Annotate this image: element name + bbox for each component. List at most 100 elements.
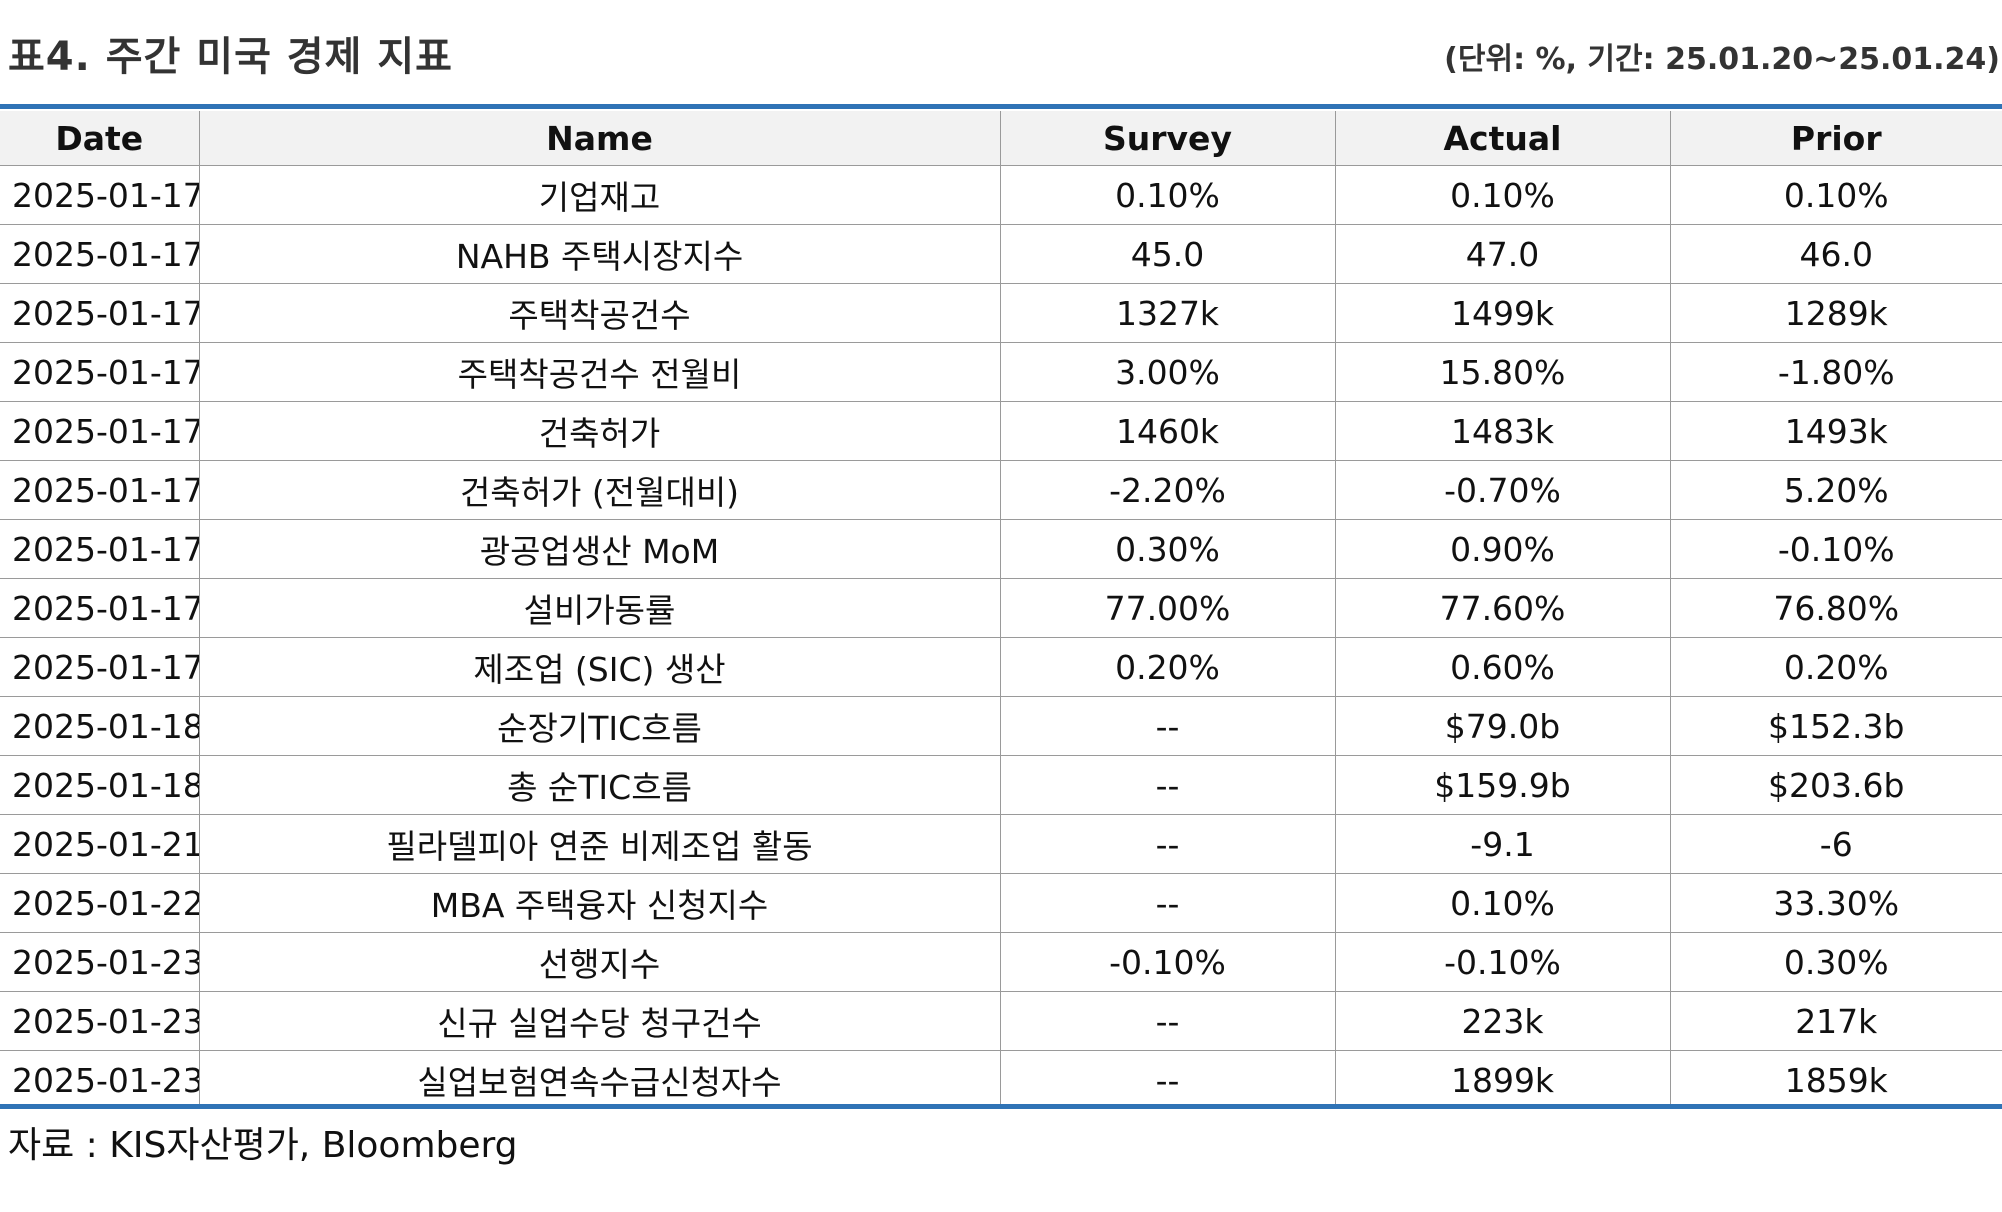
cell-survey: -2.20% [1000,461,1335,520]
cell-date: 2025-01-17 [0,166,199,225]
cell-prior: 0.10% [1670,166,2002,225]
cell-name: MBA 주택융자 신청지수 [199,874,1000,933]
cell-survey: -- [1000,815,1335,874]
table-row: 2025-01-23 선행지수 -0.10% -0.10% 0.30% [0,933,2002,992]
cell-actual: 0.10% [1335,874,1670,933]
cell-survey: 0.20% [1000,638,1335,697]
cell-actual: 1899k [1335,1051,1670,1110]
cell-survey: -0.10% [1000,933,1335,992]
top-rule [0,104,2002,109]
cell-survey: 0.10% [1000,166,1335,225]
cell-survey: -- [1000,1051,1335,1110]
cell-actual: 77.60% [1335,579,1670,638]
cell-actual: 1499k [1335,284,1670,343]
table-row: 2025-01-21 필라델피아 연준 비제조업 활동 -- -9.1 -6 [0,815,2002,874]
cell-actual: 0.90% [1335,520,1670,579]
cell-name: 건축허가 [199,402,1000,461]
cell-actual: -0.70% [1335,461,1670,520]
cell-survey: 1460k [1000,402,1335,461]
table-row: 2025-01-17 광공업생산 MoM 0.30% 0.90% -0.10% [0,520,2002,579]
cell-actual: $79.0b [1335,697,1670,756]
cell-survey: 45.0 [1000,225,1335,284]
cell-actual: -0.10% [1335,933,1670,992]
cell-name: 주택착공건수 전월비 [199,343,1000,402]
table-row: 2025-01-17 설비가동률 77.00% 77.60% 76.80% [0,579,2002,638]
page-title: 표4. 주간 미국 경제 지표 [8,24,453,82]
cell-date: 2025-01-23 [0,992,199,1051]
column-header-actual: Actual [1335,111,1670,166]
cell-survey: 77.00% [1000,579,1335,638]
title-bar: 표4. 주간 미국 경제 지표 (단위: %, 기간: 25.01.20~25.… [0,0,2002,104]
bottom-rule [0,1104,2002,1109]
table-row: 2025-01-23 실업보험연속수급신청자수 -- 1899k 1859k [0,1051,2002,1110]
table-row: 2025-01-18 순장기TIC흐름 -- $79.0b $152.3b [0,697,2002,756]
cell-actual: 0.10% [1335,166,1670,225]
column-header-date: Date [0,111,199,166]
cell-prior: 1493k [1670,402,2002,461]
cell-survey: -- [1000,756,1335,815]
cell-prior: -6 [1670,815,2002,874]
cell-date: 2025-01-23 [0,1051,199,1110]
cell-actual: -9.1 [1335,815,1670,874]
cell-prior: $152.3b [1670,697,2002,756]
cell-name: 기업재고 [199,166,1000,225]
cell-date: 2025-01-17 [0,284,199,343]
table-row: 2025-01-17 주택착공건수 1327k 1499k 1289k [0,284,2002,343]
table-body: 2025-01-17 기업재고 0.10% 0.10% 0.10% 2025-01-17 N… [0,166,2002,1110]
cell-survey: 0.30% [1000,520,1335,579]
cell-date: 2025-01-17 [0,225,199,284]
unit-note: (단위: %, 기간: 25.01.20~25.01.24) [1444,34,2000,78]
table-row: 2025-01-17 건축허가 1460k 1483k 1493k [0,402,2002,461]
cell-name: 실업보험연속수급신청자수 [199,1051,1000,1110]
cell-prior: -1.80% [1670,343,2002,402]
cell-date: 2025-01-21 [0,815,199,874]
cell-prior: $203.6b [1670,756,2002,815]
cell-survey: 1327k [1000,284,1335,343]
cell-name: 필라델피아 연준 비제조업 활동 [199,815,1000,874]
cell-actual: 15.80% [1335,343,1670,402]
cell-survey: -- [1000,697,1335,756]
cell-survey: -- [1000,874,1335,933]
cell-prior: 46.0 [1670,225,2002,284]
cell-name: 총 순TIC흐름 [199,756,1000,815]
cell-date: 2025-01-23 [0,933,199,992]
indicator-table: Date Name Survey Actual Prior 2025-01-17… [0,111,2002,1109]
cell-name: 선행지수 [199,933,1000,992]
column-header-name: Name [199,111,1000,166]
cell-name: 순장기TIC흐름 [199,697,1000,756]
column-header-survey: Survey [1000,111,1335,166]
cell-prior: 217k [1670,992,2002,1051]
cell-name: 신규 실업수당 청구건수 [199,992,1000,1051]
cell-prior: 33.30% [1670,874,2002,933]
table-row: 2025-01-17 제조업 (SIC) 생산 0.20% 0.60% 0.20% [0,638,2002,697]
cell-date: 2025-01-22 [0,874,199,933]
cell-name: 제조업 (SIC) 생산 [199,638,1000,697]
cell-date: 2025-01-17 [0,461,199,520]
cell-prior: 1289k [1670,284,2002,343]
cell-name: 주택착공건수 [199,284,1000,343]
cell-prior: 5.20% [1670,461,2002,520]
cell-actual: 223k [1335,992,1670,1051]
cell-prior: 76.80% [1670,579,2002,638]
table-header-row: Date Name Survey Actual Prior [0,111,2002,166]
cell-date: 2025-01-17 [0,520,199,579]
table-row: 2025-01-18 총 순TIC흐름 -- $159.9b $203.6b [0,756,2002,815]
cell-actual: 0.60% [1335,638,1670,697]
cell-name: 광공업생산 MoM [199,520,1000,579]
table-row: 2025-01-17 건축허가 (전월대비) -2.20% -0.70% 5.20% [0,461,2002,520]
table-row: 2025-01-22 MBA 주택융자 신청지수 -- 0.10% 33.30% [0,874,2002,933]
column-header-prior: Prior [1670,111,2002,166]
cell-name: NAHB 주택시장지수 [199,225,1000,284]
table-row: 2025-01-17 NAHB 주택시장지수 45.0 47.0 46.0 [0,225,2002,284]
source-note: 자료 : KIS자산평가, Bloomberg [8,1116,518,1168]
cell-date: 2025-01-17 [0,402,199,461]
cell-prior: 0.30% [1670,933,2002,992]
table-row: 2025-01-17 기업재고 0.10% 0.10% 0.10% [0,166,2002,225]
cell-name: 설비가동률 [199,579,1000,638]
cell-prior: -0.10% [1670,520,2002,579]
cell-name: 건축허가 (전월대비) [199,461,1000,520]
cell-date: 2025-01-18 [0,697,199,756]
cell-date: 2025-01-17 [0,638,199,697]
cell-prior: 1859k [1670,1051,2002,1110]
table-row: 2025-01-23 신규 실업수당 청구건수 -- 223k 217k [0,992,2002,1051]
